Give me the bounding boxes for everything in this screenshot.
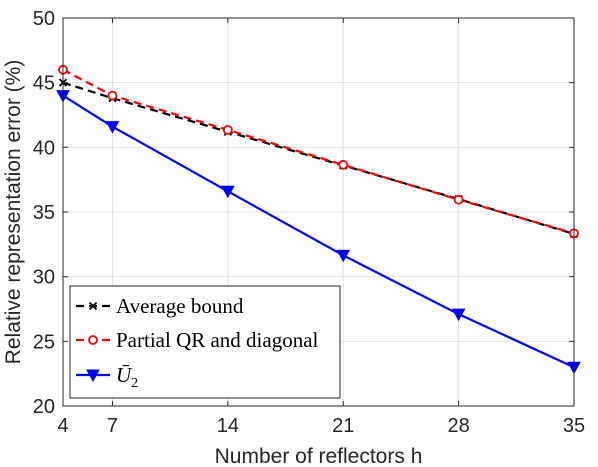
series-line	[62, 94, 575, 369]
legend-swatch-marker	[88, 335, 98, 345]
legend-swatch-marker	[88, 301, 98, 311]
x-tick-label: 28	[447, 415, 469, 437]
data-point	[220, 185, 235, 199]
y-tick-label: 30	[33, 267, 55, 289]
series-layer	[56, 64, 581, 375]
x-tick-label: 4	[57, 415, 68, 437]
data-point	[222, 124, 233, 135]
legend-entries: Average bound Partial QR and diagonal Ū2	[76, 294, 319, 391]
data-point	[453, 194, 464, 205]
x-tick-label: 7	[107, 415, 118, 437]
legend-entry: Average bound	[76, 294, 244, 318]
legend-label: Partial QR and diagonal	[116, 328, 319, 352]
series-line	[62, 81, 575, 236]
data-point	[451, 308, 466, 322]
legend-label-base: Ū	[116, 363, 133, 387]
y-tick-label: 45	[33, 73, 55, 95]
marker-stroke	[88, 301, 98, 311]
x-tick-label: 21	[332, 415, 354, 437]
legend-label: Ū2	[116, 363, 138, 391]
axis-ticks: 4 7 14 21 28 35 20 25 30 35 40 45 50	[33, 8, 585, 437]
legend: Average bound Partial QR and diagonal Ū2	[69, 285, 341, 399]
x-tick-label: 35	[563, 415, 585, 437]
y-tick-label: 35	[33, 202, 55, 224]
series-line	[62, 68, 575, 235]
y-tick-label: 40	[33, 137, 55, 159]
legend-box	[69, 285, 341, 399]
series-2	[56, 90, 581, 375]
data-point	[338, 159, 349, 170]
legend-entry: Partial QR and diagonal	[76, 328, 319, 352]
data-point	[105, 121, 120, 134]
legend-label: Average bound	[116, 294, 244, 318]
y-tick-label: 20	[33, 396, 55, 418]
x-tick-label: 14	[217, 415, 239, 437]
legend-label-subscript: 2	[131, 376, 138, 391]
y-tick-label: 50	[33, 8, 55, 30]
data-point	[107, 90, 118, 101]
y-tick-label: 25	[33, 331, 55, 353]
legend-entry: Ū2	[76, 363, 138, 391]
data-point	[336, 249, 351, 263]
legend-swatch-marker	[86, 369, 100, 383]
y-axis-title: Relative representation error (%)	[2, 60, 25, 365]
x-axis-title: Number of reflectors h	[215, 445, 423, 467]
